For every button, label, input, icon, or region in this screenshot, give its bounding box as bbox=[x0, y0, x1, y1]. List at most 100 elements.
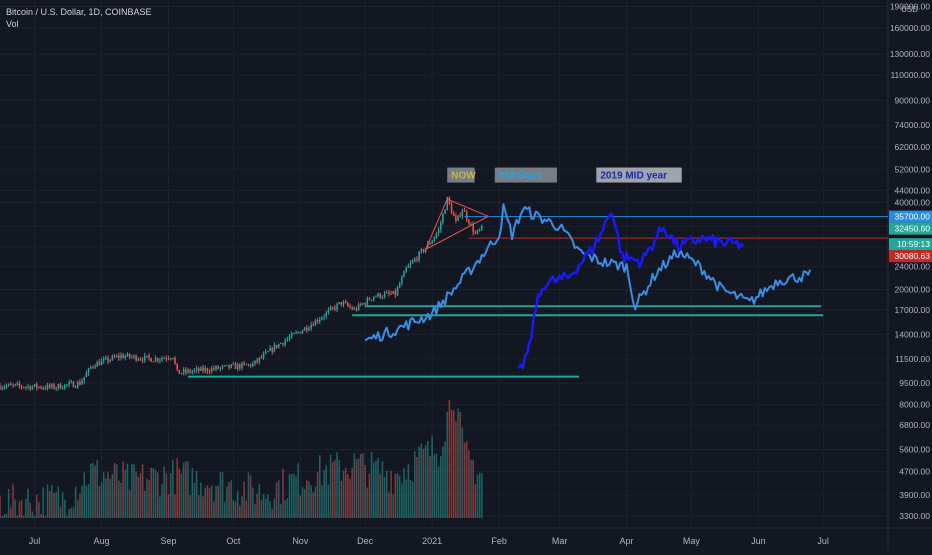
volume-bar bbox=[10, 507, 12, 519]
volume-bar bbox=[146, 478, 148, 519]
volume-bar bbox=[223, 502, 226, 519]
candle-body bbox=[200, 367, 202, 371]
volume-bar bbox=[321, 485, 323, 519]
x-tick-label: Feb bbox=[491, 536, 507, 546]
volume-bar bbox=[396, 473, 399, 519]
volume-bar bbox=[176, 458, 178, 519]
y-tick-label: 62000.00 bbox=[895, 142, 931, 152]
volume-bar bbox=[478, 472, 481, 519]
volume-bar bbox=[474, 484, 477, 519]
candle-body bbox=[228, 364, 230, 368]
volume-bar bbox=[206, 485, 209, 519]
candle-body bbox=[12, 384, 14, 386]
candles-layer bbox=[0, 196, 483, 392]
candle-body bbox=[70, 381, 73, 383]
candle-body bbox=[362, 303, 364, 305]
volume-bar bbox=[264, 498, 267, 519]
volume-bar bbox=[122, 461, 124, 519]
candle-body bbox=[306, 327, 308, 331]
candle-body bbox=[472, 224, 474, 233]
candle-body bbox=[349, 305, 351, 308]
volume-bar bbox=[234, 501, 237, 519]
volume-bar bbox=[284, 500, 286, 519]
candle-body bbox=[198, 368, 200, 371]
volume-bar bbox=[293, 473, 295, 519]
volume-bar bbox=[455, 421, 457, 519]
y-tick-label: 74000.00 bbox=[895, 120, 931, 130]
volume-bar bbox=[310, 485, 312, 519]
volume-bar bbox=[156, 472, 159, 519]
candle-body bbox=[375, 296, 377, 298]
candle-body bbox=[353, 308, 356, 310]
candle-body bbox=[219, 367, 222, 369]
volume-bar bbox=[1, 516, 3, 519]
candle-body bbox=[31, 386, 34, 390]
volume-bar bbox=[267, 494, 269, 519]
volume-bar bbox=[357, 458, 360, 519]
volume-bar bbox=[331, 462, 334, 519]
candle-body bbox=[137, 359, 140, 361]
candle-body bbox=[122, 354, 124, 358]
volume-bar bbox=[7, 489, 10, 519]
candle-body bbox=[89, 367, 92, 369]
x-tick-label: Nov bbox=[292, 536, 309, 546]
candle-body bbox=[310, 324, 312, 329]
volume-bar bbox=[338, 460, 340, 519]
candle-body bbox=[169, 358, 172, 360]
volume-bar bbox=[85, 486, 88, 519]
volume-bar bbox=[113, 462, 116, 519]
candle-body bbox=[385, 292, 388, 294]
volume-bar bbox=[241, 496, 243, 519]
volume-bar bbox=[468, 450, 470, 519]
volume-bar bbox=[385, 470, 388, 519]
candle-body bbox=[100, 360, 103, 366]
volume-bar bbox=[29, 502, 32, 519]
volume-bar bbox=[366, 487, 369, 519]
candle-body bbox=[338, 302, 340, 304]
volume-bar bbox=[269, 501, 271, 519]
y-tick-label: 9500.00 bbox=[899, 378, 930, 388]
volume-bar bbox=[435, 453, 438, 519]
y-tick-label: 8000.00 bbox=[899, 400, 930, 410]
volume-bar bbox=[390, 470, 392, 519]
volume-bar bbox=[208, 488, 211, 519]
candle-body bbox=[77, 381, 79, 387]
candle-body bbox=[133, 355, 135, 357]
volume-bar bbox=[476, 474, 479, 519]
candle-body bbox=[254, 360, 256, 364]
volume-bar bbox=[83, 472, 86, 519]
volume-bar bbox=[308, 480, 310, 519]
candle-body bbox=[174, 357, 176, 364]
y-tick-label: 160000.00 bbox=[890, 23, 930, 33]
volume-bar bbox=[457, 408, 459, 519]
candle-body bbox=[459, 215, 461, 217]
volume-bar bbox=[424, 445, 427, 519]
candle-body bbox=[444, 209, 446, 214]
volume-bar bbox=[165, 473, 168, 519]
candle-body bbox=[195, 368, 198, 370]
candle-body bbox=[420, 249, 423, 252]
volume-bar bbox=[334, 460, 336, 519]
volume-bar bbox=[247, 472, 250, 519]
volume-bar bbox=[325, 465, 328, 519]
volume-bar bbox=[280, 504, 282, 519]
candle-body bbox=[159, 359, 161, 361]
candle-body bbox=[409, 263, 412, 266]
candle-body bbox=[465, 211, 468, 220]
volume-bar bbox=[92, 462, 94, 519]
candle-body bbox=[347, 302, 349, 306]
candle-body bbox=[275, 345, 278, 348]
candle-body bbox=[208, 371, 211, 373]
volume-bar bbox=[148, 479, 150, 519]
volume-bar bbox=[204, 487, 207, 519]
candle-body bbox=[182, 369, 185, 373]
volume-bar bbox=[401, 483, 403, 519]
volume-bar bbox=[133, 464, 135, 519]
price-badge bbox=[889, 238, 932, 251]
candle-body bbox=[64, 384, 66, 389]
volume-bar bbox=[351, 467, 353, 519]
candle-body bbox=[297, 332, 299, 334]
candle-body bbox=[422, 249, 425, 252]
